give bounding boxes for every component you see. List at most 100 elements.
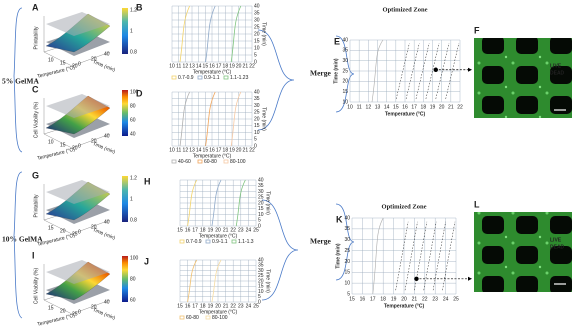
x-tick-label: 22: [230, 227, 236, 233]
hatch-line: [414, 221, 428, 291]
y-axis-label: Time (min): [265, 269, 271, 293]
x-tick-label: 21: [223, 303, 229, 309]
panel-letter: D: [136, 88, 143, 98]
colorbar-tick-label: 60: [130, 117, 136, 123]
y-tick-label: 10: [344, 280, 350, 286]
x-tick-label: 25: [72, 231, 78, 237]
z-axis-label: Cell Viability (%): [33, 102, 39, 139]
hatch-line: [445, 43, 460, 99]
x-tick-label: 20: [60, 228, 66, 234]
x-tick-label: 20: [60, 308, 66, 314]
y-tick-label: 10: [258, 212, 264, 218]
hatch-line: [432, 221, 446, 291]
x-tick-label: 15: [203, 147, 209, 153]
y-tick-label: 35: [254, 96, 260, 102]
hatch-line: [395, 221, 409, 291]
hatch-line: [405, 43, 420, 99]
x-tick-label: 15: [393, 104, 399, 110]
x-tick-label: 16: [185, 303, 191, 309]
y-tick-label: 5: [254, 137, 257, 143]
y-tick-label: 25: [258, 195, 264, 201]
x-tick-label: 20: [215, 227, 221, 233]
x-tick-label: 23: [238, 227, 244, 233]
legend-swatch: [171, 75, 177, 80]
colorbar: [122, 256, 128, 302]
x-tick-label: 16: [209, 147, 215, 153]
x-tick-label: 15: [177, 227, 183, 233]
panel-letter: L: [474, 199, 480, 209]
y-tick-label: 15: [254, 38, 260, 44]
x-tick-label: 14: [196, 147, 202, 153]
hatch-line: [395, 43, 410, 99]
x-tick-label: 10: [347, 104, 353, 110]
y-tick-label: 20: [342, 79, 348, 85]
x-tick-label: 13: [375, 104, 381, 110]
x-tick-label: 12: [183, 63, 189, 69]
threshold-plane: [46, 94, 110, 118]
x-axis-label: Temperature (°C): [385, 111, 426, 117]
merge-label: Merge: [310, 69, 331, 78]
y-tick-label: 0: [78, 143, 81, 149]
x-tick-label: 11: [176, 63, 181, 69]
hatch-line: [425, 43, 440, 99]
y-tick-label: 40: [254, 89, 260, 95]
legend-label: 80-100: [212, 315, 228, 321]
legend-swatch: [179, 315, 185, 320]
y-tick-label: 20: [254, 116, 260, 122]
y-tick-label: 20: [258, 200, 264, 206]
contour-line: [211, 179, 222, 227]
contour-line: [187, 179, 198, 227]
x-tick-label: 17: [216, 63, 222, 69]
y-tick-label: 5: [258, 294, 261, 300]
colorbar-tick-label: 60: [130, 297, 136, 303]
x-tick-label: 24: [246, 303, 252, 309]
x-tick-label: 15: [203, 63, 209, 69]
y-tick-label: 40: [104, 133, 110, 139]
x-tick-label: 24: [443, 296, 449, 302]
hatch-line: [423, 221, 437, 291]
legend-label: 0.7-0.9: [178, 75, 194, 81]
y-tick-label: 30: [258, 189, 264, 195]
legend-swatch: [231, 239, 237, 244]
colorbar: [122, 176, 128, 222]
panel-letter: A: [32, 2, 39, 12]
y-tick-label: 15: [258, 284, 264, 290]
legend-swatch: [179, 239, 185, 244]
x-tick-label: 25: [72, 311, 78, 317]
y-tick-label: 25: [254, 24, 260, 30]
threshold-plane: [46, 260, 110, 284]
x-tick-label: 23: [238, 303, 244, 309]
legend-label: 60-80: [204, 159, 217, 165]
y-axis-label: Time (min): [335, 243, 341, 269]
group-label: 5% GelMA: [2, 77, 39, 86]
legend-label: 1.1-1.3: [238, 239, 254, 245]
x-tick-label: 18: [223, 147, 229, 153]
fluorescence-image: [474, 38, 572, 118]
legend-swatch: [223, 159, 229, 164]
y-tick-label: 40: [258, 257, 264, 263]
legend-label: 80-100: [230, 159, 246, 165]
x-tick-label: 19: [391, 296, 397, 302]
colorbar-tick-label: 1: [130, 196, 133, 202]
colorbar: [122, 90, 128, 136]
selected-point: [433, 67, 438, 72]
legend-swatch: [205, 239, 211, 244]
y-tick-label: 10: [254, 130, 260, 136]
y-tick-label: 30: [254, 17, 260, 23]
y-tick-label: 40: [104, 299, 110, 305]
x-tick-label: 21: [243, 63, 249, 69]
x-tick-label: 12: [366, 104, 372, 110]
legend-label: 40-60: [178, 159, 191, 165]
y-tick-label: 30: [254, 103, 260, 109]
y-axis-label: Time (min): [261, 107, 267, 131]
panel-letter: F: [474, 25, 480, 35]
y-tick-label: 0: [78, 229, 81, 235]
hatch-line: [442, 221, 456, 291]
y-tick-label: 20: [258, 278, 264, 284]
x-tick-label: 17: [192, 303, 198, 309]
x-tick-label: 10: [48, 57, 54, 63]
contour-line: [187, 259, 198, 303]
x-tick-label: 22: [249, 147, 255, 153]
contour-line: [179, 91, 190, 147]
colorbar: [122, 8, 128, 54]
